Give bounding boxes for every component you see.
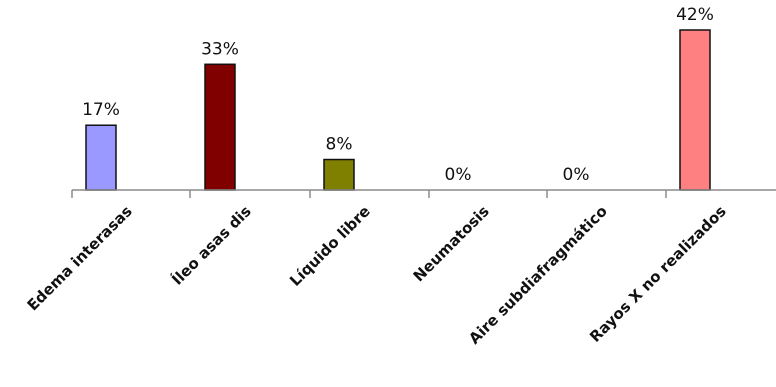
data-labels-layer: 17% 33% 8% 0% 0% 42% [82,5,714,185]
bar-0 [85,124,117,191]
data-label: 8% [326,135,353,155]
x-tick-labels-layer: Edema interasas Íleo asas dis Líquido libr… [24,201,730,347]
data-label: 0% [445,165,472,185]
x-tick-label: Edema interasas [24,202,136,314]
x-tick-label: Íleo asas dis [167,201,254,288]
x-tick-label: Líquido libre [286,202,374,290]
bars-layer [85,29,711,191]
bar-5 [679,29,711,191]
data-label: 0% [563,165,590,185]
data-label: 42% [676,5,714,25]
x-tick-label: Neumatosis [410,202,493,285]
data-label: 33% [201,39,239,59]
x-tick-label: Rayos X no realizados [586,202,730,346]
bar-2 [323,158,355,191]
x-tick-label: Aire subdiafragmático [465,202,611,348]
x-axis [71,189,776,198]
bar-1 [204,63,236,191]
data-label: 17% [82,100,120,120]
